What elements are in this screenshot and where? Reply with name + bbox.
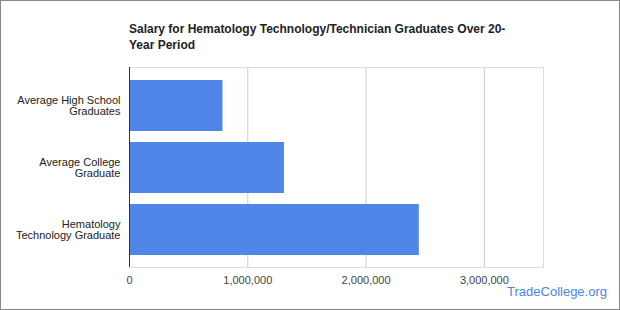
svg-text:2,000,000: 2,000,000 bbox=[342, 274, 391, 286]
svg-text:0: 0 bbox=[126, 274, 132, 286]
svg-text:3,000,000: 3,000,000 bbox=[460, 274, 509, 286]
html-text:TradeCollege.org: TradeCollege.org bbox=[507, 284, 607, 299]
svg-text:Average High SchoolGraduates: Average High SchoolGraduates bbox=[17, 94, 121, 117]
html-text:Salary for Hematology Technolo: Salary for Hematology Technology/Technic… bbox=[129, 22, 506, 52]
svg-text:Average CollegeGraduate: Average CollegeGraduate bbox=[39, 156, 120, 179]
svg-text:HematologyTechnology Graduate: HematologyTechnology Graduate bbox=[16, 218, 121, 241]
svg-text:1,000,000: 1,000,000 bbox=[223, 274, 272, 286]
